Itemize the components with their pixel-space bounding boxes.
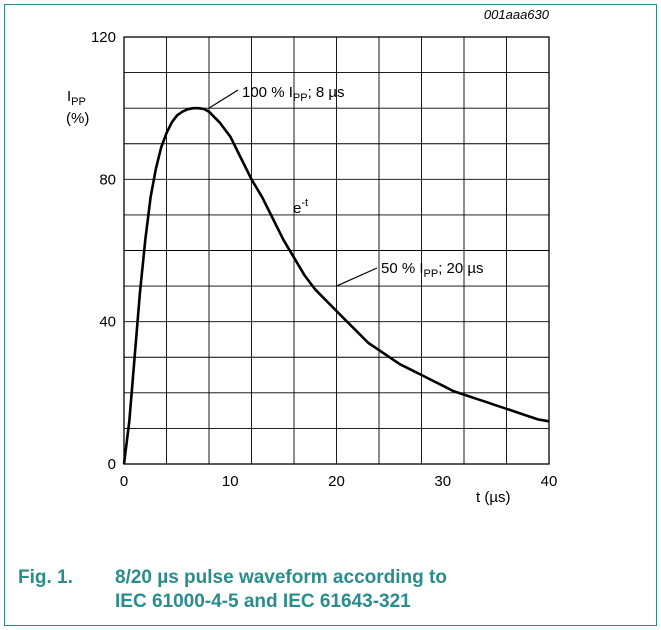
data-point bbox=[240, 157, 242, 159]
chart-grid bbox=[124, 37, 549, 464]
data-point bbox=[229, 136, 231, 138]
data-point bbox=[389, 356, 391, 358]
peak-leader-line bbox=[208, 89, 239, 109]
data-point bbox=[357, 331, 359, 333]
figure-number: Fig. 1. bbox=[18, 567, 73, 588]
data-point bbox=[208, 111, 210, 113]
data-point bbox=[165, 132, 168, 134]
y-tick-labels: 0 40 80 120 bbox=[91, 29, 116, 473]
data-point bbox=[537, 418, 539, 421]
data-point bbox=[399, 363, 401, 365]
data-point bbox=[378, 349, 380, 351]
data-point bbox=[325, 299, 327, 301]
y-tick-label: 120 bbox=[91, 29, 116, 46]
data-point bbox=[304, 274, 306, 277]
data-point bbox=[219, 121, 221, 123]
data-point bbox=[452, 390, 454, 392]
data-point bbox=[293, 257, 295, 259]
data-point bbox=[160, 146, 162, 148]
y-tick-label: 80 bbox=[99, 171, 116, 188]
x-tick-label: 30 bbox=[434, 473, 451, 490]
figure-frame bbox=[4, 4, 657, 626]
plot-area bbox=[123, 36, 550, 465]
data-point bbox=[123, 463, 125, 465]
data-point bbox=[187, 108, 189, 110]
data-point bbox=[144, 239, 146, 241]
data-point bbox=[272, 217, 274, 220]
data-point bbox=[192, 107, 194, 109]
data-point bbox=[197, 107, 199, 109]
data-point bbox=[149, 196, 152, 198]
data-point bbox=[442, 385, 444, 387]
data-point bbox=[171, 121, 173, 123]
y-tick-label: 0 bbox=[108, 456, 116, 473]
x-tick-labels: 0 10 20 30 40 bbox=[120, 473, 558, 490]
data-point bbox=[420, 374, 423, 376]
data-point bbox=[128, 420, 130, 422]
data-point bbox=[314, 289, 316, 291]
data-point bbox=[346, 321, 348, 323]
data-point bbox=[516, 411, 518, 414]
data-point bbox=[410, 369, 412, 371]
data-point bbox=[463, 394, 465, 396]
half-annotation: 50 % IPP; 20 µs bbox=[381, 260, 484, 280]
x-tick-label: 10 bbox=[222, 473, 239, 490]
data-point bbox=[527, 415, 529, 417]
data-point bbox=[155, 168, 157, 170]
data-point bbox=[431, 379, 433, 381]
caption-line-1: 8/20 µs pulse waveform according to bbox=[115, 567, 447, 588]
data-point bbox=[484, 401, 486, 403]
y-tick-label: 40 bbox=[99, 314, 116, 331]
data-point bbox=[335, 310, 338, 312]
data-point bbox=[139, 292, 141, 294]
decay-annotation: e-t bbox=[293, 197, 308, 217]
pulse-waveform-chart: 0 10 20 30 40 0 40 80 120 001aaa630 IPP (%) t (… bbox=[66, 7, 558, 506]
caption-line-2: IEC 61000-4-5 and IEC 61643-321 bbox=[115, 591, 411, 612]
curve-points bbox=[123, 107, 550, 465]
data-point bbox=[505, 408, 508, 410]
data-point bbox=[282, 239, 284, 241]
data-point bbox=[250, 178, 253, 180]
peak-annotation: 100 % IPP; 8 µs bbox=[242, 84, 345, 104]
half-leader-line bbox=[336, 267, 378, 287]
data-point bbox=[495, 404, 497, 406]
data-point bbox=[134, 356, 136, 358]
y-axis-label: IPP bbox=[67, 88, 86, 108]
figure-code: 001aaa630 bbox=[484, 7, 550, 22]
data-point bbox=[261, 196, 263, 198]
data-point bbox=[474, 397, 476, 399]
figure-caption: Fig. 1. 8/20 µs pulse waveform according … bbox=[18, 566, 447, 614]
y-axis-unit: (%) bbox=[66, 110, 89, 127]
data-point bbox=[367, 342, 369, 344]
data-point bbox=[203, 108, 205, 110]
x-tick-label: 0 bbox=[120, 473, 128, 490]
x-tick-label: 40 bbox=[541, 473, 558, 490]
x-axis-label: t (µs) bbox=[476, 489, 510, 506]
data-point bbox=[548, 420, 550, 422]
x-tick-label: 20 bbox=[328, 473, 345, 490]
data-point bbox=[176, 114, 178, 116]
data-point bbox=[181, 111, 184, 113]
